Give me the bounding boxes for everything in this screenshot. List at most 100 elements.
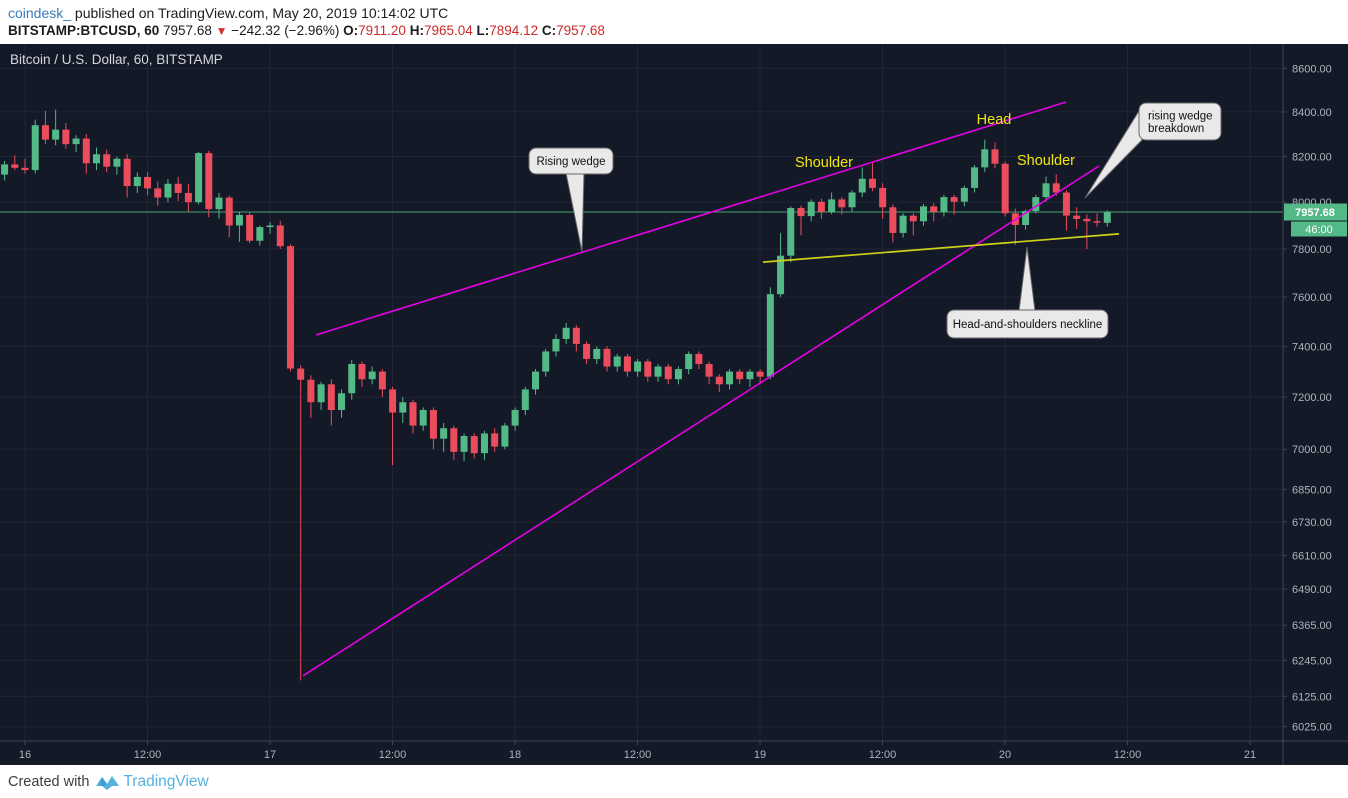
- candle: [470, 436, 478, 454]
- candle: [154, 188, 162, 198]
- candle: [726, 371, 734, 385]
- candle: [429, 409, 437, 439]
- candle: [31, 125, 39, 171]
- candles: [1, 109, 1111, 681]
- publish-header: coindesk_ published on TradingView.com, …: [0, 0, 1348, 44]
- candle: [144, 176, 152, 189]
- candle: [583, 343, 591, 359]
- time-tick-label: 19: [754, 749, 766, 761]
- time-axis[interactable]: 16 12:00 17 12:00 18 12:00 19 12:00 20 12:00 21: [0, 740, 1348, 765]
- candle: [787, 207, 795, 256]
- candle: [1022, 210, 1030, 225]
- price-tick-label: 7400.00: [1292, 341, 1332, 353]
- candle: [113, 158, 121, 167]
- pattern-label-shoulder-left: Shoulder: [795, 155, 853, 171]
- time-tick-label: 18: [509, 749, 521, 761]
- price-tick-label: 7800.00: [1292, 244, 1332, 256]
- callout-rising-wedge[interactable]: Rising wedge: [528, 147, 614, 253]
- candle: [817, 201, 825, 212]
- low-value: 7894.12: [489, 23, 539, 38]
- candle: [1, 164, 9, 175]
- price-tick-label: 6245.00: [1292, 655, 1332, 667]
- candle: [297, 368, 305, 380]
- price-tick-label: 8200.00: [1292, 152, 1332, 164]
- trend-lines[interactable]: [302, 101, 1120, 677]
- price-tick-label: 6365.00: [1292, 620, 1332, 632]
- price-tick-label: 8400.00: [1292, 107, 1332, 119]
- candle: [950, 197, 958, 202]
- candle: [613, 356, 621, 367]
- callout-box: [1138, 102, 1222, 141]
- candle: [532, 371, 540, 390]
- candle: [1073, 215, 1081, 219]
- byline: coindesk_ published on TradingView.com, …: [8, 5, 448, 21]
- candle: [1093, 221, 1101, 223]
- candle: [450, 428, 458, 452]
- last-price: 7957.68: [163, 23, 212, 38]
- price-axis[interactable]: 8600.008400.008200.008000.007800.007600.…: [1282, 44, 1348, 765]
- price-tick-label: 6850.00: [1292, 484, 1332, 496]
- price-tick-label: 6490.00: [1292, 584, 1332, 596]
- candle: [542, 351, 550, 372]
- candle: [797, 207, 805, 217]
- candle: [491, 433, 499, 447]
- candle: [868, 178, 876, 188]
- candle: [409, 402, 417, 426]
- candle: [378, 371, 386, 390]
- candle: [389, 389, 397, 413]
- annotation-labels[interactable]: Head Shoulder Shoulder: [795, 112, 1075, 171]
- candle: [807, 201, 815, 217]
- chart-legend: Bitcoin / U.S. Dollar, 60, BITSTAMP: [10, 52, 223, 67]
- candle: [664, 366, 672, 380]
- candle: [960, 187, 968, 202]
- coindesk-link[interactable]: coindesk_: [8, 5, 72, 21]
- price-tick-label: 7200.00: [1292, 392, 1332, 404]
- candle: [21, 167, 29, 171]
- tradingview-link[interactable]: TradingView: [123, 772, 209, 790]
- candle: [828, 199, 836, 212]
- candle: [480, 433, 488, 454]
- candle: [103, 154, 111, 167]
- candle: [184, 192, 192, 203]
- candle: [266, 225, 274, 228]
- candle: [123, 158, 131, 187]
- callout-text: breakdown: [1148, 123, 1204, 135]
- candle: [562, 327, 570, 339]
- candle: [1103, 212, 1111, 223]
- candle: [715, 376, 723, 385]
- candle: [338, 393, 346, 410]
- candle: [521, 389, 529, 410]
- candle: [286, 246, 294, 369]
- candle: [511, 409, 519, 426]
- time-tick-label: 21: [1244, 749, 1256, 761]
- close-label: C:: [541, 23, 557, 38]
- candle: [1001, 163, 1009, 214]
- candle: [205, 153, 213, 210]
- created-with-text: Created with: [8, 773, 90, 790]
- open-value: 7911.20: [358, 23, 406, 38]
- candle: [92, 154, 100, 164]
- price-change: −242.32 (−2.96%): [231, 23, 340, 38]
- candle: [327, 384, 335, 410]
- time-tick-label: 12:00: [869, 749, 897, 761]
- candle: [746, 371, 754, 380]
- candle: [1042, 183, 1050, 198]
- candle: [276, 225, 284, 247]
- callout-hs-neckline[interactable]: Head-and-shoulders neckline: [946, 246, 1109, 339]
- candle: [858, 178, 866, 193]
- candle: [317, 384, 325, 403]
- price-tick-label: 8600.00: [1292, 63, 1332, 75]
- time-tick-label: 16: [19, 749, 31, 761]
- candle: [41, 125, 49, 140]
- price-badge-label: 7957.68: [1295, 207, 1335, 219]
- candle: [1032, 197, 1040, 211]
- candle: [174, 183, 182, 193]
- candle: [940, 197, 948, 212]
- callout-text: rising wedge: [1148, 110, 1213, 122]
- high-label: H:: [409, 23, 424, 38]
- candle: [930, 206, 938, 212]
- candle: [368, 371, 376, 380]
